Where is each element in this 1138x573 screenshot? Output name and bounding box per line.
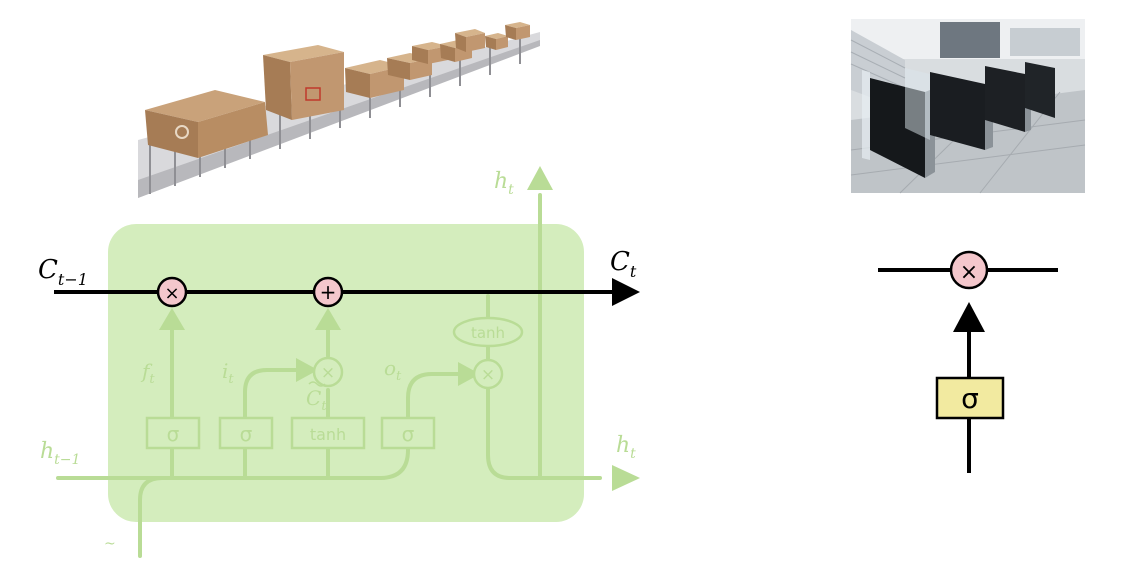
candidate-tilde [308,381,326,387]
gate-detail-sigma-box [935,376,1005,420]
cell-state-arrowhead [612,278,640,306]
input-gate-sigma-box [218,416,274,450]
input-mult-circle [312,356,344,388]
conveyor-photo [138,20,540,198]
gate-detail-mult-symbol: × [960,260,978,285]
cell-state-in-label: Ct−1 [38,255,88,289]
add-symbol: + [320,280,337,304]
gate-4 [1025,62,1055,118]
add-circle [312,276,344,308]
hidden-input-line [56,428,410,480]
candidate-tanh-box [290,416,366,450]
cell-state-out-label: Ct [610,247,637,281]
input-mult-symbol: × [321,363,335,383]
gate-detail: σ × [878,250,1058,473]
forget-mult-circle [156,276,188,308]
forget-mult-symbol: × [164,283,179,304]
gate-detail-sigma-text: σ [961,382,979,415]
turnstile-photo [850,19,1086,194]
gate-detail-arrowhead [953,302,985,332]
box-7 [455,29,485,52]
hidden-right-label: ht [616,433,636,462]
output-mult-symbol: × [481,365,495,385]
input-gate-sigma-text: σ [240,422,253,446]
box-2 [263,45,344,120]
candidate-label: Ct [306,386,327,414]
gate-detail-mult-circle [949,250,989,290]
output-gate-sigma-box [380,416,436,450]
bottom-mark: ~ [104,536,116,552]
box-9 [505,22,530,40]
x-input-line [138,476,164,558]
tanh-oval [452,316,524,348]
forget-gate-sigma-box [145,416,201,450]
forget-gate-sigma-text: σ [167,422,180,446]
hidden-input-label: ht−1 [40,439,80,468]
candidate-tanh-text: tanh [310,425,346,444]
input-gate-label: it [222,359,234,387]
lstm-cell: σ σ tanh σ × × tanh ft it Ct ot ht ht ht… [38,166,640,558]
box-1 [145,90,268,158]
output-gate-label: ot [384,356,402,384]
tanh-oval-text: tanh [471,324,505,342]
box-8 [485,33,508,50]
output-mult-circle [472,358,504,390]
output-gate-sigma-text: σ [402,422,415,446]
hidden-top-label: ht [494,169,514,198]
